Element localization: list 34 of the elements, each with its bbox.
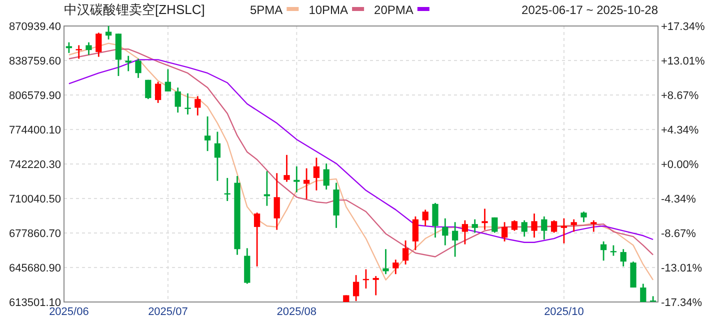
y-tick-label: 742220.30	[9, 159, 61, 171]
x-tick-label: 2025/10	[544, 306, 584, 318]
x-tick-label: 2025/06	[49, 306, 89, 318]
y-tick-label: 870939.40	[9, 21, 61, 33]
chart-subtitle: 2025-06-17 ~ 2025-10-28	[522, 3, 658, 17]
candlestick	[372, 276, 379, 296]
candlestick	[294, 166, 300, 192]
legend-label: 20PMA	[374, 3, 414, 17]
chart-title: 中汉碳酸锂卖空[ZHSLC]	[64, 2, 205, 17]
y-tick-label: 677860.70	[9, 228, 61, 240]
legend-label: 10PMA	[308, 3, 348, 17]
candlestick	[76, 45, 82, 59]
candlestick	[482, 208, 488, 230]
y2-tick-label: +8.67%	[661, 90, 699, 102]
y2-tick-label: -4.34%	[661, 194, 696, 206]
y2-tick-label: +4.34%	[661, 124, 699, 136]
y2-tick-label: +0.00%	[661, 159, 699, 171]
y2-tick-label: +13.01%	[661, 55, 705, 68]
y2-tick-label: -8.67%	[661, 228, 696, 240]
candlestick	[204, 116, 211, 152]
y-tick-label: 774400.10	[9, 124, 61, 136]
x-tick-label: 2025/08	[276, 306, 317, 318]
y2-tick-label: -13.01%	[661, 262, 702, 275]
y-tick-label: 710040.50	[9, 194, 61, 206]
candlestick	[125, 56, 132, 72]
candlestick	[382, 249, 389, 274]
x-tick-label: 2025/07	[148, 306, 188, 318]
legend-label: 5PMA	[250, 3, 283, 17]
y-tick-label: 806579.90	[9, 90, 61, 102]
candlestick	[184, 93, 191, 114]
y-tick-label: 645680.90	[9, 262, 61, 274]
y2-tick-label: -17.34%	[661, 297, 702, 309]
y-tick-label: 838759.60	[9, 56, 61, 68]
y2-tick-label: +17.34%	[661, 21, 705, 33]
